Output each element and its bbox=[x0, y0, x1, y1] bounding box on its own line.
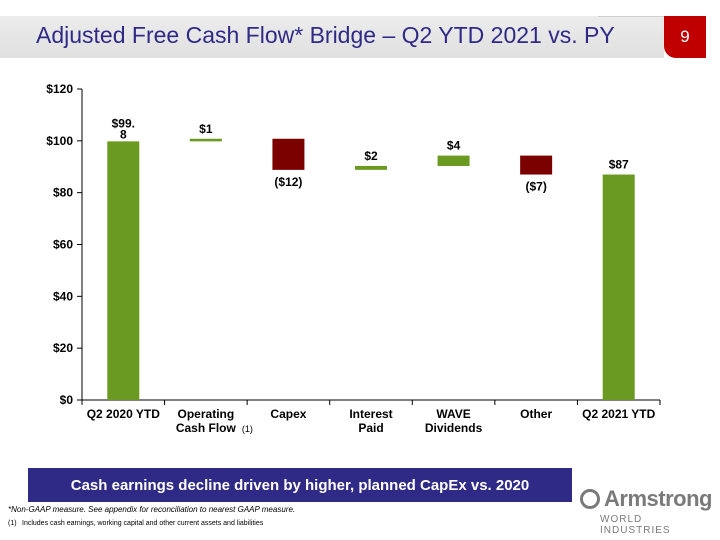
data-label: $99. 8 bbox=[112, 116, 135, 141]
bar-increase bbox=[437, 155, 470, 166]
x-tick-footnote-ref: (1) bbox=[242, 424, 253, 434]
x-tick-label: Capex bbox=[270, 407, 306, 421]
x-tick-label-line2: Cash Flow bbox=[176, 421, 237, 435]
y-tick-label: $100 bbox=[46, 134, 73, 148]
x-tick-label: Interest bbox=[349, 407, 392, 421]
page-number-badge: 9 bbox=[664, 16, 706, 58]
x-tick-label: Operating bbox=[178, 407, 235, 421]
bar-decrease bbox=[520, 155, 553, 175]
y-tick-label: $80 bbox=[53, 186, 73, 200]
title-bar bbox=[0, 16, 664, 58]
data-label: $4 bbox=[447, 139, 461, 153]
armstrong-logo: Armstrong WORLD INDUSTRIES bbox=[580, 486, 712, 536]
logo-wordmark: Armstrong bbox=[604, 486, 712, 511]
footnote-text: Includes cash earnings, working capital … bbox=[22, 520, 264, 527]
y-tick-label: $20 bbox=[53, 341, 73, 355]
bar-decrease bbox=[272, 138, 305, 170]
footnote: (1) Includes cash earnings, working capit… bbox=[8, 520, 263, 527]
x-tick-label: Other bbox=[520, 407, 552, 421]
data-label: ($7) bbox=[525, 180, 546, 194]
footnote-number: (1) bbox=[8, 520, 17, 527]
bar-increase bbox=[355, 165, 387, 170]
non-gaap-note: *Non-GAAP measure. See appendix for reco… bbox=[8, 505, 296, 514]
y-tick-label: $120 bbox=[46, 82, 73, 96]
y-tick-label: $0 bbox=[60, 393, 74, 407]
data-label: $87 bbox=[609, 158, 629, 172]
page-title: Adjusted Free Cash Flow* Bridge – Q2 YTD… bbox=[36, 22, 615, 48]
y-tick-label: $60 bbox=[53, 238, 73, 252]
x-tick-label-line2: Dividends bbox=[425, 421, 483, 435]
bar-increase bbox=[189, 138, 222, 142]
x-tick-label: Q2 2021 YTD bbox=[582, 407, 655, 421]
callout-banner: Cash earnings decline driven by higher, … bbox=[28, 468, 572, 502]
y-tick-label: $40 bbox=[53, 289, 73, 303]
data-label: ($12) bbox=[274, 175, 302, 189]
data-label: $2 bbox=[364, 149, 378, 163]
x-tick-label: Q2 2020 YTD bbox=[87, 407, 160, 421]
x-tick-label-line2: Paid bbox=[358, 421, 383, 435]
logo-subtitle: WORLD INDUSTRIES bbox=[600, 514, 671, 536]
bar-total bbox=[602, 174, 635, 400]
bar-total bbox=[107, 141, 140, 400]
top-rule bbox=[598, 16, 706, 17]
data-label: $1 bbox=[199, 122, 213, 136]
x-tick-label: WAVE bbox=[436, 407, 470, 421]
waterfall-chart: $0 $20 $40 $60 $80 $100 $120 $99. 8 $1 ($12) $2 $4 ($… bbox=[46, 82, 661, 435]
armstrong-a-mark-icon bbox=[580, 489, 600, 509]
